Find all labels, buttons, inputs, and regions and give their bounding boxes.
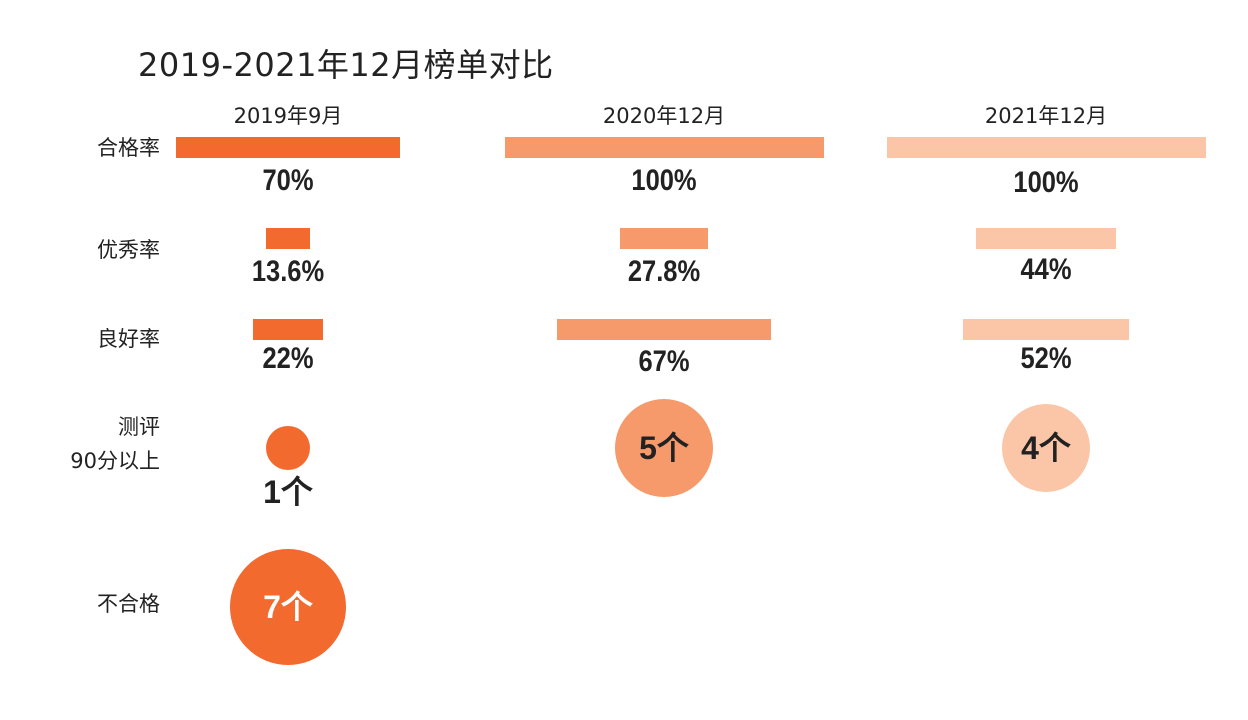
row-label: 合格率 bbox=[97, 136, 160, 160]
data-label: 13.6% bbox=[251, 255, 325, 288]
data-label: 44% bbox=[1020, 253, 1072, 286]
data-label: 100% bbox=[631, 164, 697, 197]
row-label: 良好率 bbox=[97, 327, 160, 351]
row-label: 测评 90分以上 bbox=[70, 410, 160, 478]
column-header: 2020年12月 bbox=[602, 104, 726, 128]
bar bbox=[176, 137, 400, 158]
data-label: 4个 bbox=[1021, 430, 1071, 466]
bubble bbox=[229, 548, 347, 666]
data-label: 100% bbox=[1013, 166, 1079, 199]
data-label: 52% bbox=[1020, 342, 1072, 375]
data-label: 1个 bbox=[263, 474, 313, 510]
bar bbox=[963, 319, 1129, 340]
bar bbox=[504, 137, 824, 158]
row-label-line: 测评 bbox=[118, 415, 160, 439]
bubble bbox=[1002, 404, 1090, 492]
row-label: 不合格 bbox=[97, 587, 160, 621]
row-label: 优秀率 bbox=[97, 238, 160, 262]
bar bbox=[557, 319, 771, 340]
bar bbox=[266, 228, 310, 249]
data-label: 5个 bbox=[639, 430, 689, 466]
data-label: 7个 bbox=[263, 589, 313, 625]
bubble bbox=[614, 398, 714, 498]
data-label: 27.8% bbox=[627, 255, 701, 288]
bar bbox=[252, 319, 324, 340]
row-label-line: 90分以上 bbox=[70, 449, 160, 473]
bar bbox=[619, 228, 709, 249]
column-header: 2019年9月 bbox=[233, 104, 343, 128]
data-label: 22% bbox=[262, 342, 314, 375]
chart-title: 2019-2021年12月榜单对比 bbox=[138, 46, 554, 84]
bubble bbox=[266, 426, 310, 470]
column-header: 2021年12月 bbox=[984, 104, 1108, 128]
bar bbox=[975, 228, 1117, 249]
row-label-line: 不合格 bbox=[97, 592, 160, 616]
data-label: 67% bbox=[638, 345, 690, 378]
bar bbox=[886, 137, 1206, 158]
data-label: 70% bbox=[262, 164, 314, 197]
